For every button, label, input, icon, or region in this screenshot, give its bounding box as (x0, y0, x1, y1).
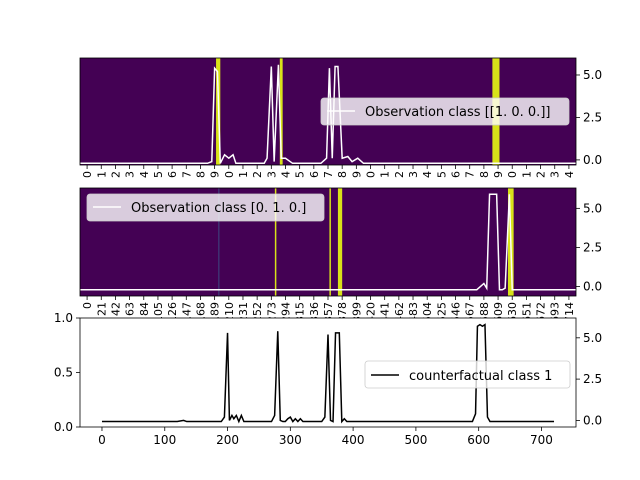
x-tick-label: 200 (216, 433, 239, 447)
x-tick-label: 100 (153, 433, 176, 447)
x-tick-label: 3 (407, 171, 420, 178)
x-tick-label: 84 (138, 302, 151, 316)
x-tick-label: 8 (194, 171, 207, 178)
y-tick-label: 5.0 (583, 201, 602, 215)
x-tick-label: 1 (237, 171, 250, 178)
x-tick-label: 8 (336, 171, 349, 178)
x-tick-label: 2 (535, 171, 548, 178)
x-tick-label: 3 (124, 171, 137, 178)
y-tick-label: 2.5 (583, 110, 602, 124)
x-tick-label: 2 (251, 171, 264, 178)
x-tick-label: 63 (124, 302, 137, 316)
x-tick-label: 600 (467, 433, 490, 447)
legend-label: Observation class [0. 1. 0.] (131, 201, 306, 216)
legend-label: counterfactual class 1 (409, 369, 552, 384)
panel-observation-class-1: 0 21 42 63 84 105 126 147 168 189 210 231 252 273 294 3… (79, 187, 602, 323)
right-y-tick-label: 2.5 (583, 372, 602, 386)
counterfactual-series-line (101, 323, 555, 424)
observation-series-line (80, 193, 576, 291)
x-tick-label: 0 (223, 171, 236, 178)
legend: counterfactual class 1 (364, 360, 571, 389)
legend: Observation class [0. 1. 0.] (86, 193, 325, 222)
highlight-band (279, 58, 283, 165)
x-tick-label: 9 (350, 171, 363, 178)
x-tick-label: 2 (109, 171, 122, 178)
x-tick-label: 0 (98, 433, 106, 447)
x-tick-label: 2 (393, 171, 406, 178)
x-tick-label: 6 (308, 171, 321, 178)
observation-series-line (80, 64, 576, 165)
y-tick-label: 0.0 (583, 280, 602, 294)
x-tick-label: 3 (265, 171, 278, 178)
x-tick-label: 700 (530, 433, 553, 447)
x-tick-label: 1 (379, 171, 392, 178)
x-tick-label: 0 (365, 171, 378, 178)
x-tick-label: 4 (138, 171, 151, 178)
x-tick-label: 0 (81, 302, 94, 309)
panel-counterfactual: 0 100 200 300 400 500 600 700 0.0 0.5 1.0 0.0 2.5 5… (54, 311, 602, 447)
x-tick-label: 6 (450, 171, 463, 178)
x-tick-label: 4 (563, 171, 576, 178)
x-tick-label: 21 (95, 302, 108, 316)
x-tick-label: 42 (109, 302, 122, 316)
x-tick-label: 0 (81, 171, 94, 178)
x-tick-label: 5 (294, 171, 307, 178)
x-tick-label: 0 (506, 171, 519, 178)
legend-label: Observation class [[1. 0. 0.]] (365, 105, 550, 120)
x-tick-label: 7 (180, 171, 193, 178)
x-tick-label: 7 (322, 171, 335, 178)
x-tick-label: 300 (279, 433, 302, 447)
x-tick-label: 8 (478, 171, 491, 178)
x-tick-label: 7 (464, 171, 477, 178)
x-tick-label: 4 (421, 171, 434, 178)
highlight-band (329, 188, 331, 296)
legend: Observation class [[1. 0. 0.]] (320, 97, 570, 126)
x-tick-label: 9 (209, 171, 222, 178)
x-tick-label: 1 (520, 171, 533, 178)
x-tick-label: 9 (492, 171, 505, 178)
x-tick-label: 1 (95, 171, 108, 178)
x-tick-label: 500 (404, 433, 427, 447)
y-tick-label: 5.0 (583, 68, 602, 82)
left-y-tick-label: 0.0 (54, 420, 73, 434)
x-tick-label: 4 (279, 171, 292, 178)
x-tick-label: 5 (152, 171, 165, 178)
y-tick-label: 2.5 (583, 240, 602, 254)
left-y-tick-label: 1.0 (54, 311, 73, 325)
left-y-tick-label: 0.5 (54, 366, 73, 380)
right-y-tick-label: 0.0 (583, 413, 602, 427)
highlight-band (337, 188, 343, 296)
x-tick-label: 3 (549, 171, 562, 178)
x-tick-label: 5 (435, 171, 448, 178)
y-tick-label: 0.0 (583, 153, 602, 167)
x-tick-label: 6 (166, 171, 179, 178)
x-tick-label: 400 (342, 433, 365, 447)
highlight-band (274, 188, 277, 296)
right-y-tick-label: 5.0 (583, 331, 602, 345)
